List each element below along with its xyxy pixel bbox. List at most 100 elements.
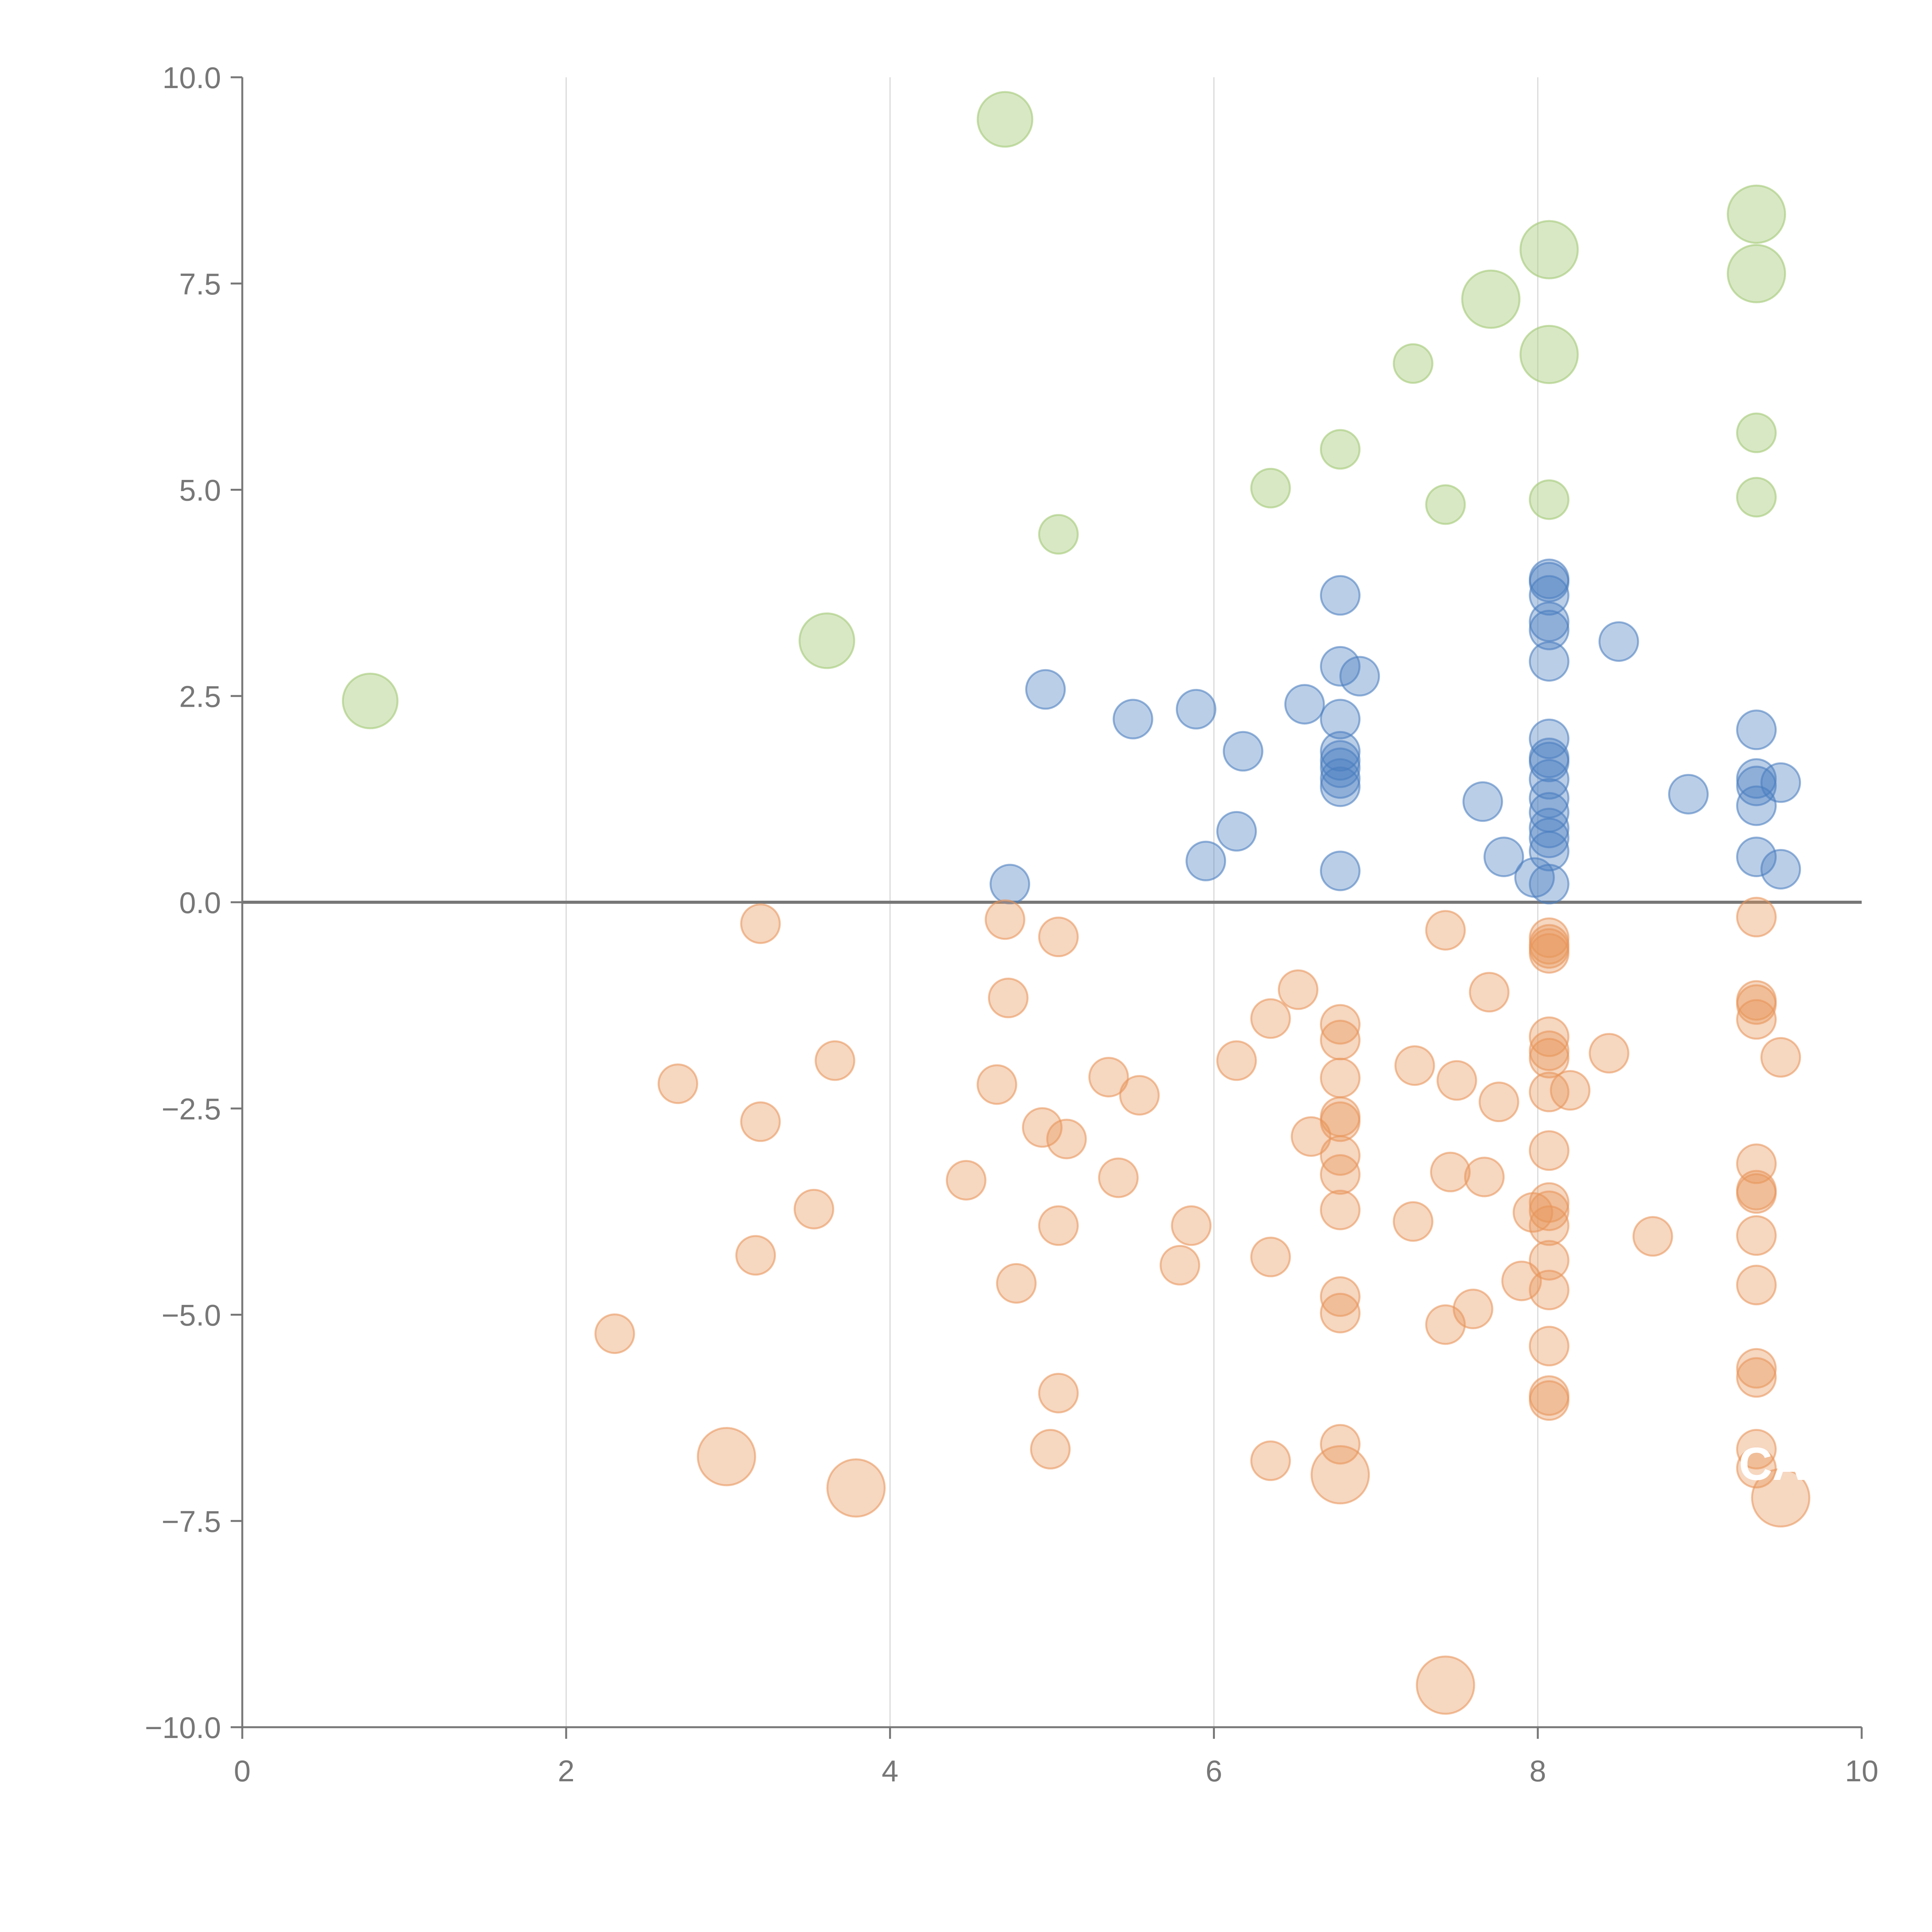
point-orange (1469, 972, 1510, 1013)
point-orange (697, 1427, 756, 1486)
point-orange (1250, 1236, 1291, 1277)
point-blue (1112, 699, 1153, 740)
x-tick-label: 2 (558, 1754, 575, 1788)
point-orange (1501, 1260, 1542, 1301)
y-tick-label: −5.0 (162, 1298, 221, 1332)
point-orange (1320, 1020, 1361, 1061)
point-orange (1436, 1060, 1477, 1101)
point-orange (1588, 1033, 1629, 1074)
point-orange (1320, 1424, 1361, 1465)
point-blue (1320, 766, 1361, 807)
point-green (342, 672, 399, 730)
point-orange (1736, 1173, 1777, 1214)
point-orange (1478, 1082, 1519, 1122)
point-orange (1416, 1655, 1475, 1715)
point-green (1529, 479, 1570, 520)
point-orange (1030, 1429, 1071, 1470)
point-blue (1760, 762, 1801, 803)
point-orange (1529, 1130, 1570, 1171)
point-orange (1038, 1205, 1079, 1246)
y-tick-label: 2.5 (179, 679, 221, 713)
point-blue (1175, 689, 1216, 730)
x-tick-label: 6 (1206, 1754, 1222, 1788)
point-orange (1119, 1075, 1160, 1116)
point-orange (1529, 1269, 1570, 1310)
point-blue (1320, 850, 1361, 891)
point-blue (1025, 669, 1066, 710)
point-orange (1098, 1157, 1139, 1198)
series-orange (594, 896, 1811, 1715)
point-blue (1529, 817, 1570, 858)
point-orange (735, 1235, 776, 1276)
point-orange (1250, 998, 1291, 1039)
point-orange (988, 978, 1029, 1019)
point-orange (793, 1189, 834, 1230)
point-orange (1216, 1040, 1257, 1081)
point-green (1736, 412, 1777, 453)
point-orange (1529, 1071, 1570, 1112)
y-tick-label: 5.0 (179, 473, 221, 507)
corner-annotation: CA (1739, 1438, 1806, 1490)
point-orange (1250, 1440, 1291, 1481)
point-orange (1464, 1156, 1505, 1197)
y-tick-label: −7.5 (162, 1504, 221, 1538)
point-orange (1452, 1289, 1493, 1330)
point-green (1736, 477, 1777, 518)
point-blue (1223, 731, 1264, 772)
point-green (1250, 468, 1291, 509)
series-blue (990, 558, 1801, 905)
point-orange (594, 1313, 635, 1354)
x-tick-label: 10 (1845, 1754, 1879, 1788)
point-blue (1668, 774, 1709, 815)
point-blue (1320, 575, 1361, 616)
point-orange (1320, 1293, 1361, 1333)
point-orange (1736, 1448, 1777, 1489)
series-green (342, 91, 1786, 730)
point-green (1425, 484, 1466, 525)
point-orange (1310, 1445, 1370, 1505)
point-blue (1462, 781, 1503, 822)
point-blue (1339, 656, 1380, 697)
point-orange (1529, 1326, 1570, 1367)
point-orange (1736, 999, 1777, 1040)
point-orange (1278, 969, 1319, 1010)
point-blue (1529, 609, 1570, 650)
point-blue (1736, 837, 1777, 878)
point-orange (1736, 896, 1777, 937)
point-blue (1598, 621, 1639, 662)
point-blue (1320, 646, 1361, 687)
point-orange (1751, 1468, 1811, 1528)
x-tick-label: 0 (234, 1754, 250, 1788)
point-orange (815, 1040, 855, 1081)
point-orange (976, 1064, 1017, 1105)
point-orange (1736, 1348, 1777, 1389)
point-orange (826, 1458, 886, 1518)
point-green (1393, 343, 1434, 384)
point-orange (1736, 1357, 1777, 1398)
point-orange (1529, 1038, 1570, 1079)
point-blue (1529, 742, 1570, 782)
y-tick-label: −10.0 (145, 1711, 221, 1745)
scatter-points (342, 91, 1811, 1715)
point-orange (985, 899, 1026, 940)
point-blue (1284, 684, 1325, 725)
point-orange (1529, 1380, 1570, 1421)
x-tick-label: 4 (882, 1754, 898, 1788)
point-green (976, 91, 1034, 148)
point-orange (1736, 984, 1777, 1025)
point-orange (1529, 1240, 1570, 1281)
point-orange (1320, 1154, 1361, 1195)
y-tick-label: 10.0 (162, 61, 221, 95)
point-blue (990, 864, 1031, 905)
point-orange (1529, 1016, 1570, 1057)
x-tick-label: 8 (1529, 1754, 1546, 1788)
point-green (1519, 325, 1579, 384)
point-orange (1393, 1201, 1434, 1242)
point-orange (740, 1101, 781, 1142)
tick-labels: 10.0 7.5 5.0 2.5 0.0 −2.5 −5.0 −7.5 −10.0 0 2 4 6 8 10 (145, 61, 1879, 1788)
point-orange (1038, 917, 1079, 957)
point-orange (1022, 1107, 1063, 1148)
point-orange (996, 1263, 1037, 1304)
